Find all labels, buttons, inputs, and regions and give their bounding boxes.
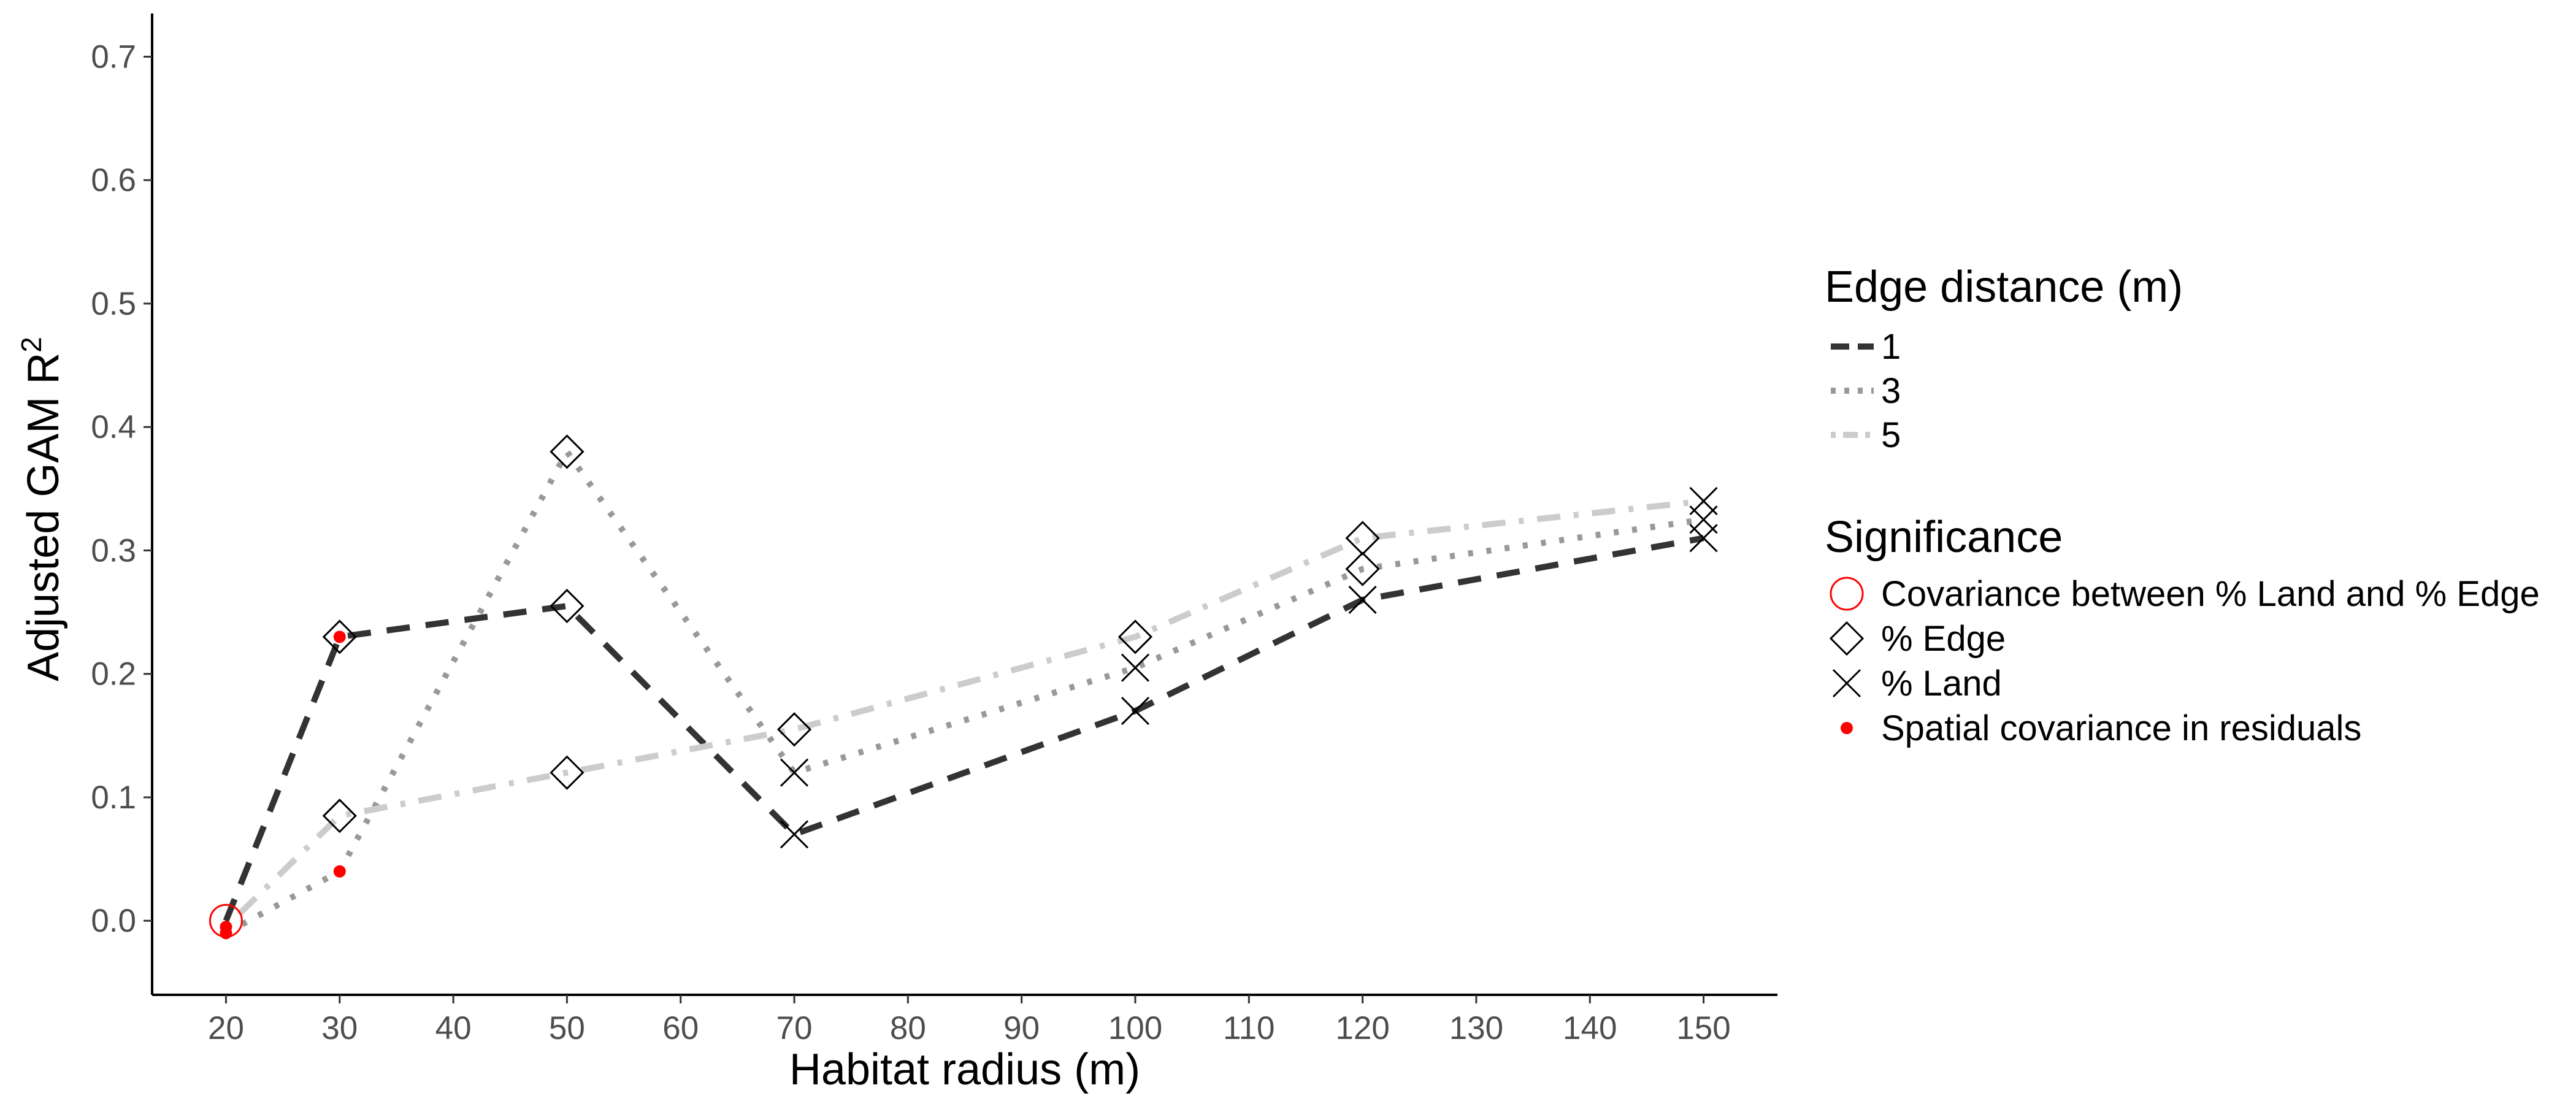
y-axis-title-superscript: 2 — [15, 337, 47, 353]
x-tick-label: 20 — [208, 1010, 244, 1046]
x-tick-label: 130 — [1449, 1010, 1503, 1046]
y-tick-label: 0.2 — [91, 656, 136, 692]
marker-diamond — [1345, 521, 1380, 556]
marker-diamond — [776, 712, 812, 747]
legend-label-significance: % Land — [1881, 664, 2002, 703]
legend-title-significance: Significance — [1825, 513, 2063, 562]
x-tick-label: 80 — [890, 1010, 926, 1046]
marker-dot — [220, 921, 232, 933]
x-tick-label: 70 — [776, 1010, 813, 1046]
y-tick-label: 0.6 — [91, 163, 136, 199]
y-tick-label: 0.0 — [91, 903, 136, 939]
y-axis-title-text: Adjusted GAM R — [19, 353, 68, 681]
x-tick-label: 40 — [435, 1010, 472, 1046]
x-tick-label: 120 — [1335, 1010, 1389, 1046]
legend-label-edge-1: 1 — [1881, 327, 1901, 367]
marker-cross — [1121, 653, 1150, 682]
marker-layer — [209, 434, 1718, 940]
y-tick-label: 0.7 — [91, 39, 136, 75]
marker-diamond — [322, 619, 357, 654]
y-tick-label: 0.5 — [91, 286, 136, 322]
y-tick-label: 0.1 — [91, 780, 136, 816]
marker-cross — [780, 820, 809, 849]
series-line-5 — [223, 497, 1704, 929]
marker-cross-stroke — [1348, 585, 1377, 615]
x-axis-title: Habitat radius (m) — [789, 1045, 1140, 1094]
marker-cross-stroke — [1832, 669, 1861, 698]
x-tick-label: 90 — [1003, 1010, 1040, 1046]
marker-cross-stroke — [1689, 486, 1718, 516]
legend: Edge distance (m) 135 Significance Covarian… — [1825, 263, 2540, 748]
x-tick-label: 100 — [1108, 1010, 1162, 1046]
x-tick-label: 110 — [1223, 1010, 1275, 1046]
marker-circle — [1830, 577, 1864, 611]
x-tick-label: 30 — [321, 1010, 358, 1046]
x-tick-label: 150 — [1676, 1010, 1730, 1046]
legend-label-significance: Spatial covariance in residuals — [1881, 708, 2361, 748]
marker-dot — [333, 865, 346, 878]
y-axis-title: Adjusted GAM R2 — [15, 337, 68, 681]
marker-dot — [1841, 722, 1853, 734]
marker-cross-stroke — [780, 820, 809, 849]
marker-diamond — [1829, 621, 1865, 656]
legend-label-significance: Covariance between % Land and % Edge — [1881, 574, 2540, 614]
marker-diamond — [550, 434, 585, 469]
legend-label-edge-3: 3 — [1881, 371, 1901, 411]
marker-diamond — [550, 588, 585, 624]
x-tick-label: 50 — [549, 1010, 585, 1046]
marker-diamond — [550, 755, 585, 790]
legend-title-edge-distance: Edge distance (m) — [1825, 263, 2183, 312]
legend-label-significance: % Edge — [1881, 619, 2006, 659]
marker-cross — [1121, 697, 1150, 726]
marker-cross — [1689, 486, 1718, 516]
legend-label-edge-5: 5 — [1881, 415, 1901, 455]
marker-diamond — [322, 799, 357, 834]
series-layer — [223, 448, 1704, 936]
marker-cross-stroke — [1121, 653, 1150, 682]
marker-cross-stroke — [1121, 697, 1150, 726]
axes: 20 30 40 50 60 70 80 90 100 110 120 130 140 150 0.0 0.1… — [91, 13, 1777, 1046]
marker-cross — [1348, 585, 1377, 615]
marker-cross-stroke — [780, 758, 809, 787]
marker-cross — [780, 758, 809, 787]
series-line-3 — [224, 448, 1704, 936]
marker-cross — [1832, 669, 1861, 698]
marker-diamond — [1117, 619, 1153, 654]
series-line-1 — [223, 535, 1704, 922]
x-tick-label: 60 — [662, 1010, 699, 1046]
marker-dot — [333, 631, 346, 643]
x-tick-label: 140 — [1563, 1010, 1617, 1046]
y-tick-label: 0.4 — [91, 409, 136, 445]
y-tick-label: 0.3 — [91, 532, 136, 569]
marker-diamond — [1345, 551, 1380, 586]
